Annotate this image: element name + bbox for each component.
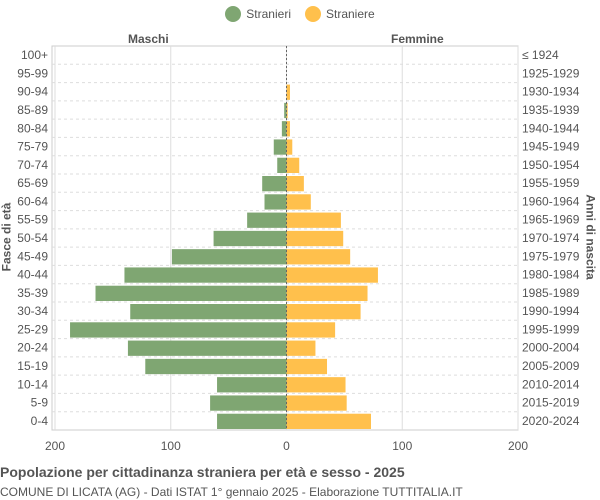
birth-year-label: 1990-1994 [522,304,580,318]
age-label: 10-14 [17,377,48,391]
bar-male [130,304,287,320]
birth-year-label: 1970-1974 [522,231,580,245]
age-label: 90-94 [17,85,48,99]
age-label: 85-89 [17,103,48,117]
bar-female [286,102,288,119]
bar-male [284,102,287,119]
age-label: 20-24 [17,341,48,355]
age-label: 70-74 [17,158,48,172]
age-label: 5-9 [31,396,49,410]
bar-male [264,194,287,210]
x-tick-label: 100 [392,439,412,453]
birth-year-label: 1980-1984 [522,268,580,282]
left-header: Maschi [128,32,169,46]
legend-label: Straniere [325,7,375,21]
birth-year-label: 1955-1959 [522,176,580,190]
age-label: 40-44 [17,268,48,282]
x-tick-label: 0 [283,439,290,453]
legend: Stranieri Straniere [0,6,600,22]
birth-year-label: 1930-1934 [522,85,580,99]
age-label: 45-49 [17,249,48,263]
bar-male [281,121,287,137]
birth-year-label: 1940-1944 [522,121,580,135]
age-label: 100+ [21,48,48,62]
birth-year-label: 1945-1949 [522,140,580,154]
birth-year-label: 1935-1939 [522,103,580,117]
bar-male [273,139,287,155]
bar-female [286,395,347,411]
age-label: 0-4 [31,414,49,428]
bar-female [286,285,368,301]
bar-male [247,212,287,228]
bar-male [124,267,287,283]
birth-year-label: 2005-2009 [522,359,580,373]
age-label: 25-29 [17,322,48,336]
bar-male [217,413,287,429]
bar-male [171,249,287,265]
bar-female [286,84,290,100]
bar-female [286,377,346,393]
chart-title: Popolazione per cittadinanza straniera p… [0,464,405,480]
bar-female [286,121,290,137]
right-header: Femmine [391,32,444,46]
age-label: 15-19 [17,359,48,373]
age-label: 30-34 [17,304,48,318]
x-tick-label: 200 [508,439,528,453]
age-label: 50-54 [17,231,48,245]
bar-male [262,176,287,192]
age-label: 35-39 [17,286,48,300]
x-tick-label: 100 [161,439,181,453]
bar-male [213,230,287,247]
birth-year-label: 2000-2004 [522,341,580,355]
age-label: 95-99 [17,66,48,80]
bar-female [286,413,371,429]
bar-male [95,285,287,301]
birth-year-label: 1975-1979 [522,249,580,263]
bar-female [286,249,351,265]
bar-male [277,157,287,173]
bar-female [286,358,328,375]
birth-year-label: ≤ 1924 [522,48,559,62]
bar-female [286,176,304,192]
birth-year-label: 2020-2024 [522,414,580,428]
bar-female [286,194,311,210]
bar-female [286,304,361,320]
bar-female [286,340,316,356]
y-axis-label-left: Fasce di età [0,202,14,272]
legend-swatch-straniere [304,6,321,22]
birth-year-label: 1965-1969 [522,213,580,227]
legend-item-stranieri[interactable]: Stranieri [225,6,291,22]
x-tick-label: 200 [45,439,65,453]
age-label: 55-59 [17,213,48,227]
bar-male [70,322,287,338]
bar-female [286,230,344,247]
birth-year-label: 1960-1964 [522,194,580,208]
bar-female [286,139,293,155]
bar-female [286,322,336,338]
birth-year-label: 1950-1954 [522,158,580,172]
birth-year-label: 1985-1989 [522,286,580,300]
birth-year-label: 1925-1929 [522,66,580,80]
bar-male [217,377,287,393]
legend-label: Stranieri [246,7,291,21]
bar-female [286,212,341,228]
y-axis-label-right: Anni di nascita [583,194,598,280]
birth-year-label: 2015-2019 [522,396,580,410]
legend-item-straniere[interactable]: Straniere [304,6,375,22]
bar-male [127,340,287,356]
age-label: 65-69 [17,176,48,190]
bar-female [286,267,378,283]
birth-year-label: 1995-1999 [522,322,580,336]
age-label: 80-84 [17,121,48,135]
legend-swatch-stranieri [225,6,242,22]
bar-male [210,395,287,411]
birth-year-label: 2010-2014 [522,377,580,391]
bar-female [286,157,300,173]
age-label: 75-79 [17,140,48,154]
chart-subtitle: COMUNE DI LICATA (AG) - Dati ISTAT 1° ge… [0,485,463,499]
age-label: 60-64 [17,194,48,208]
bar-male [145,358,287,375]
